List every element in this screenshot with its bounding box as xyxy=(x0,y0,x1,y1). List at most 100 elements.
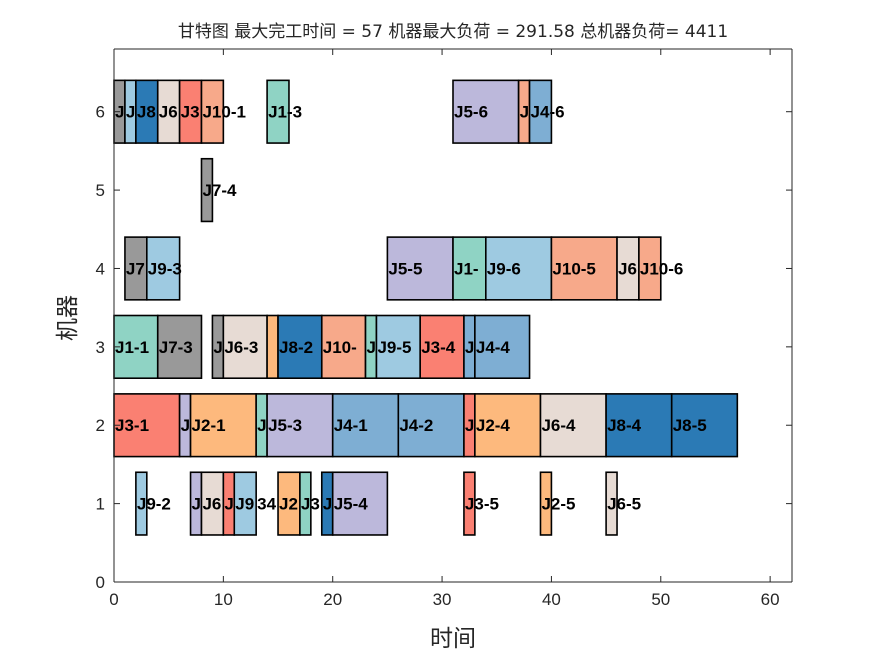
task-bar xyxy=(452,79,520,144)
task-label: J7 xyxy=(126,259,145,278)
task-label: J8-4 xyxy=(607,416,642,435)
task-label: J6 xyxy=(159,103,178,122)
task-bar xyxy=(419,314,465,380)
x-tick-label: 20 xyxy=(323,590,342,609)
task-bar xyxy=(397,393,465,458)
task-label: J6-4 xyxy=(541,416,576,435)
task-bar xyxy=(277,314,323,380)
task-label: 34 xyxy=(257,495,276,514)
task-label: J2-5 xyxy=(541,495,575,514)
task-label: J xyxy=(257,416,266,435)
task-bar xyxy=(266,314,279,380)
task-label: J9 xyxy=(235,495,254,514)
task-bar xyxy=(233,471,257,536)
task-bar xyxy=(299,471,312,536)
task-label: J2-1 xyxy=(192,416,226,435)
task-label: J7-4 xyxy=(202,181,237,200)
x-tick-label: 0 xyxy=(109,590,118,609)
task-bar xyxy=(331,471,389,536)
task-label: J10-6 xyxy=(640,259,683,278)
x-tick-label: 10 xyxy=(214,590,233,609)
task-label: J xyxy=(192,495,201,514)
task-bar xyxy=(474,314,531,380)
task-label: J6 xyxy=(202,495,221,514)
task-label: J6-5 xyxy=(607,495,641,514)
task-label: J8-5 xyxy=(673,416,707,435)
task-label: J4-2 xyxy=(399,416,433,435)
task-label: J3-5 xyxy=(465,495,499,514)
y-tick-label: 6 xyxy=(96,103,105,122)
task-label: J2-4 xyxy=(476,416,511,435)
task-label: J10- xyxy=(323,338,357,357)
y-tick-label: 1 xyxy=(96,495,105,514)
task-label: J9-3 xyxy=(148,259,182,278)
task-bar xyxy=(146,236,181,301)
task-bar xyxy=(638,236,662,301)
task-bar xyxy=(605,393,673,458)
plot-area: J J J8 J6 J3 J10-1 J1-3 J5-6 J J4-6J7-4J7 J9-3 J5-5… xyxy=(96,48,793,609)
task-label: J xyxy=(465,338,474,357)
y-tick-label: 3 xyxy=(96,338,105,357)
task-bar xyxy=(539,393,607,458)
task-label: J xyxy=(465,416,474,435)
task-label: J5-3 xyxy=(268,416,302,435)
task-label: J2 xyxy=(279,495,298,514)
x-tick-label: 30 xyxy=(433,590,452,609)
task-label: J3 xyxy=(181,103,200,122)
x-tick-label: 60 xyxy=(761,590,780,609)
chart-title: 甘特图 最大完工时间 = 57 机器最大负荷 = 291.58 总机器负荷= 4… xyxy=(178,22,728,42)
task-bar xyxy=(670,393,739,458)
task-bar xyxy=(200,79,225,144)
y-tick-label: 0 xyxy=(96,573,105,592)
task-bar xyxy=(452,236,487,301)
y-tick-label: 2 xyxy=(96,416,105,435)
task-bar xyxy=(266,79,290,144)
task-label: J10-1 xyxy=(202,103,245,122)
task-label: J xyxy=(213,338,222,357)
task-bar xyxy=(156,314,203,380)
task-label: J xyxy=(520,103,529,122)
task-label: J xyxy=(323,495,332,514)
task-bar xyxy=(539,471,553,536)
task-label: J8-2 xyxy=(279,338,313,357)
y-tick-label: 4 xyxy=(96,259,105,278)
task-label: J5-4 xyxy=(334,495,369,514)
task-label: J4-1 xyxy=(334,416,368,435)
task-label: J xyxy=(367,338,376,357)
task-label: J xyxy=(126,103,135,122)
task-label: J9-2 xyxy=(137,495,171,514)
task-label: J3-4 xyxy=(421,338,456,357)
task-bar xyxy=(266,393,334,458)
y-axis-label: 机器 xyxy=(55,295,81,341)
task-label: J9-6 xyxy=(487,259,521,278)
task-bar xyxy=(320,314,367,380)
task-label: J10-5 xyxy=(552,259,595,278)
task-bar xyxy=(200,157,214,223)
y-tick-label: 5 xyxy=(96,181,105,200)
task-bar xyxy=(528,79,553,144)
task-label: J1-1 xyxy=(115,338,149,357)
task-label: J4-4 xyxy=(476,338,511,357)
task-label: J8 xyxy=(137,103,156,122)
task-bar xyxy=(550,236,618,301)
task-bar xyxy=(189,393,257,458)
task-label: J6 xyxy=(618,259,637,278)
task-label: J9-5 xyxy=(377,338,411,357)
x-axis-label: 时间 xyxy=(430,626,476,652)
task-bar xyxy=(222,314,268,380)
task-label: J3 xyxy=(301,495,320,514)
task-label: J6-3 xyxy=(224,338,258,357)
task-bar xyxy=(331,393,400,458)
task-bar xyxy=(463,471,476,536)
task-label: J5-5 xyxy=(388,259,422,278)
task-label: J5-6 xyxy=(454,103,488,122)
task-bar xyxy=(375,314,421,380)
task-bar xyxy=(485,236,553,301)
task-label: J7-3 xyxy=(159,338,193,357)
task-bar xyxy=(135,471,148,536)
task-label: J3-1 xyxy=(115,416,149,435)
task-label: J4-6 xyxy=(531,103,565,122)
task-label: J xyxy=(224,495,233,514)
x-tick-label: 50 xyxy=(651,590,670,609)
